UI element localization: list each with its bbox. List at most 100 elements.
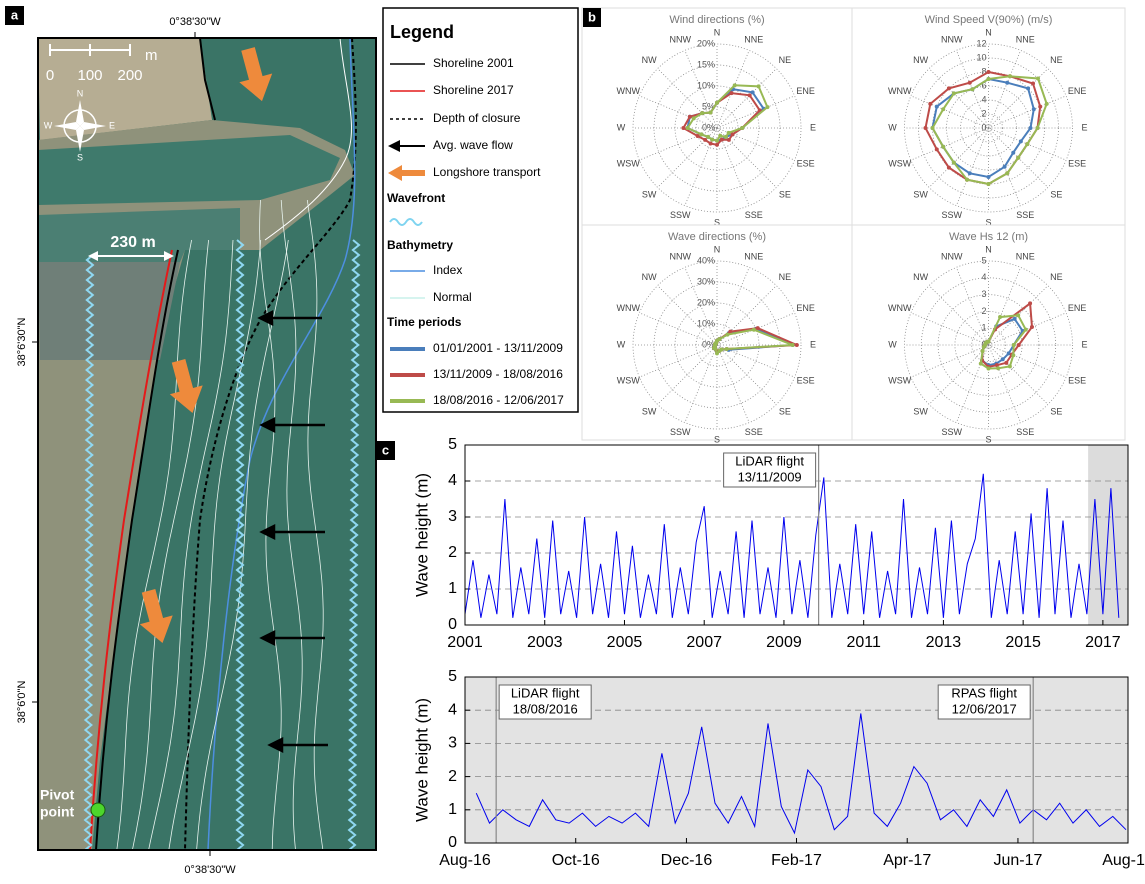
radar-spoke xyxy=(716,285,777,346)
r-tick-label: 2 xyxy=(981,306,986,316)
legend-heading: Wavefront xyxy=(387,191,445,205)
coord-label: 38°6'30"N xyxy=(16,317,28,366)
direction-label: ENE xyxy=(796,86,815,96)
direction-label: ENE xyxy=(796,303,815,313)
direction-label: WSW xyxy=(617,376,640,386)
shoreline-2001 xyxy=(95,249,179,850)
radar-point xyxy=(1012,316,1017,321)
radar-title: Wave Hs 12 (m) xyxy=(949,231,1028,243)
radar-point xyxy=(708,141,713,146)
radar-spoke xyxy=(716,127,777,188)
radar-line xyxy=(981,301,1034,368)
radar-point xyxy=(1035,126,1040,130)
radar-point xyxy=(986,366,991,371)
contour xyxy=(132,239,209,850)
radar-spoke xyxy=(657,344,718,405)
r-tick-label: 8 xyxy=(981,66,986,76)
direction-label: NNW xyxy=(941,252,963,262)
r-tick-label: 30% xyxy=(697,276,715,286)
radar-spoke xyxy=(910,344,989,378)
radar-ring xyxy=(974,113,1003,143)
radar-point xyxy=(1018,139,1023,144)
radar-point xyxy=(750,90,755,95)
contour xyxy=(148,239,234,850)
radar-point xyxy=(1038,104,1043,109)
longshore-arrow xyxy=(239,47,273,102)
compass-label: W xyxy=(44,120,53,130)
radar-spoke xyxy=(988,267,1022,346)
r-tick-label: 40% xyxy=(697,255,715,265)
radar-point xyxy=(730,132,735,137)
direction-label: E xyxy=(1081,339,1087,349)
legend: Legend Shoreline 2001 Shoreline 2017 Dep… xyxy=(382,7,579,413)
direction-label: ESE xyxy=(797,376,815,386)
x-tick-label: 2015 xyxy=(1005,634,1041,651)
direction-label: S xyxy=(985,217,991,227)
direction-label: SSE xyxy=(745,427,763,437)
x-tick-label: Feb-17 xyxy=(771,852,822,869)
radar-ring xyxy=(954,310,1023,379)
radar-point xyxy=(978,361,983,366)
compass-label: E xyxy=(109,120,115,130)
radar-spoke xyxy=(910,312,989,346)
direction-label: NW xyxy=(642,55,657,65)
scale-label: 200 xyxy=(117,67,142,84)
radar-spoke xyxy=(988,344,1022,423)
radar-point xyxy=(998,315,1003,320)
coord-label: 0°38'30"W xyxy=(184,864,236,876)
radar-point xyxy=(699,132,704,137)
radar-point xyxy=(996,366,1001,371)
compass-point xyxy=(76,100,84,126)
direction-label: NNE xyxy=(1016,35,1035,45)
radar-spoke xyxy=(639,127,718,161)
radar-point xyxy=(1006,351,1011,356)
annotation-label: LiDAR flight xyxy=(511,685,580,700)
radar-spoke xyxy=(684,50,718,129)
direction-label: WNW xyxy=(617,86,641,96)
compass-point xyxy=(54,122,80,130)
x-tick-label: 2013 xyxy=(926,634,962,651)
r-tick-label: 5 xyxy=(981,255,986,265)
legend-label: Longshore transport xyxy=(433,165,541,179)
radar-point xyxy=(726,137,731,142)
marina xyxy=(38,208,240,262)
radar-ring xyxy=(918,57,1059,199)
radar-point xyxy=(715,138,719,143)
map: 0 100 200 m N E S W 230 m Pivot point xyxy=(38,38,376,850)
radar-title: Wind directions (%) xyxy=(669,14,764,26)
annotation-label: 18/08/2016 xyxy=(513,701,578,716)
direction-label: NE xyxy=(1050,272,1063,282)
radar-spoke xyxy=(716,127,750,206)
radar-point xyxy=(967,80,972,85)
radar-ring xyxy=(714,125,720,131)
radar-ring xyxy=(937,294,1040,396)
r-tick-label: 5% xyxy=(702,101,715,111)
direction-label: NNW xyxy=(670,252,692,262)
radar-point xyxy=(756,84,761,89)
radar-point xyxy=(986,175,991,179)
radar-point xyxy=(715,142,719,147)
pivot-point xyxy=(90,802,106,818)
radar-point xyxy=(719,137,724,142)
y-tick-label: 5 xyxy=(448,668,457,685)
radar-spoke xyxy=(955,267,989,346)
direction-label: SE xyxy=(1050,190,1062,200)
radar-spoke xyxy=(716,344,750,423)
radar-point xyxy=(1029,324,1034,329)
legend-label: Index xyxy=(433,263,462,277)
contour xyxy=(116,239,192,850)
direction-label: N xyxy=(985,244,992,254)
radar-spoke xyxy=(639,95,718,129)
radar-point xyxy=(1016,343,1021,347)
coord-label: 38°6'0"N xyxy=(16,681,28,724)
radar-point xyxy=(1044,101,1049,106)
x-tick-label: Oct-16 xyxy=(552,852,600,869)
direction-label: W xyxy=(888,122,897,132)
r-tick-label: 4 xyxy=(981,94,986,104)
direction-label: SE xyxy=(779,407,791,417)
longshore-arrows xyxy=(139,47,273,644)
y-tick-label: 2 xyxy=(448,544,457,561)
radar-spoke xyxy=(716,344,795,378)
direction-label: SSW xyxy=(942,210,963,220)
y-tick-label: 3 xyxy=(448,735,457,752)
